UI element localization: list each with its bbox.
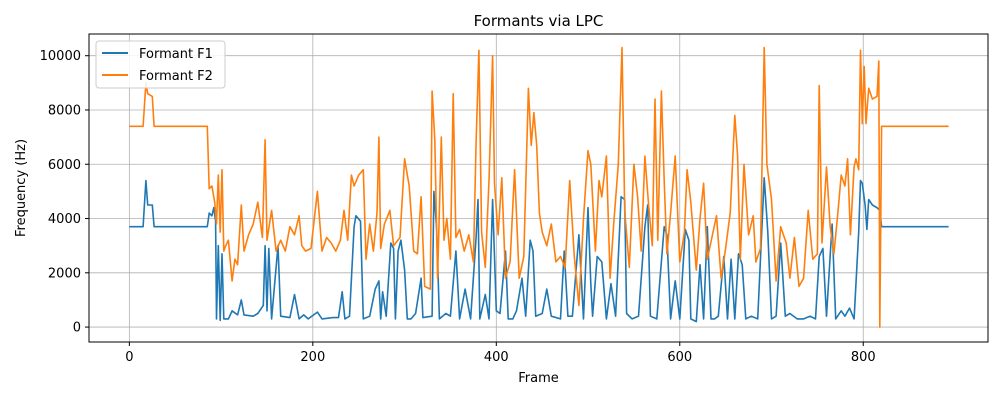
y-tick-label: 8000 <box>48 103 81 118</box>
legend-label: Formant F1 <box>139 47 213 62</box>
legend: Formant F1 Formant F2 <box>95 40 226 89</box>
series-line-f2 <box>129 46 949 328</box>
grid-lines <box>89 34 988 342</box>
axes-frame <box>88 33 989 343</box>
x-tick-label: 800 <box>851 350 876 365</box>
y-tick-label: 10000 <box>40 49 81 64</box>
series-line-f1 <box>129 177 949 323</box>
x-tick-label: 0 <box>125 350 133 365</box>
x-tick-label: 600 <box>667 350 692 365</box>
legend-box <box>95 40 226 89</box>
chart-title: Formants via LPC <box>474 12 604 30</box>
y-tick-label: 4000 <box>48 212 81 227</box>
y-tick-label: 2000 <box>48 266 81 281</box>
x-tick-label: 200 <box>300 350 325 365</box>
y-axis-label: Frequency (Hz) <box>14 139 29 237</box>
series-layer <box>129 46 949 328</box>
y-tick-label: 0 <box>73 321 81 336</box>
x-axis-label: Frame <box>518 371 559 386</box>
y-tick-label: 6000 <box>48 158 81 173</box>
x-tick-label: 400 <box>484 350 509 365</box>
legend-label: Formant F2 <box>139 69 213 84</box>
